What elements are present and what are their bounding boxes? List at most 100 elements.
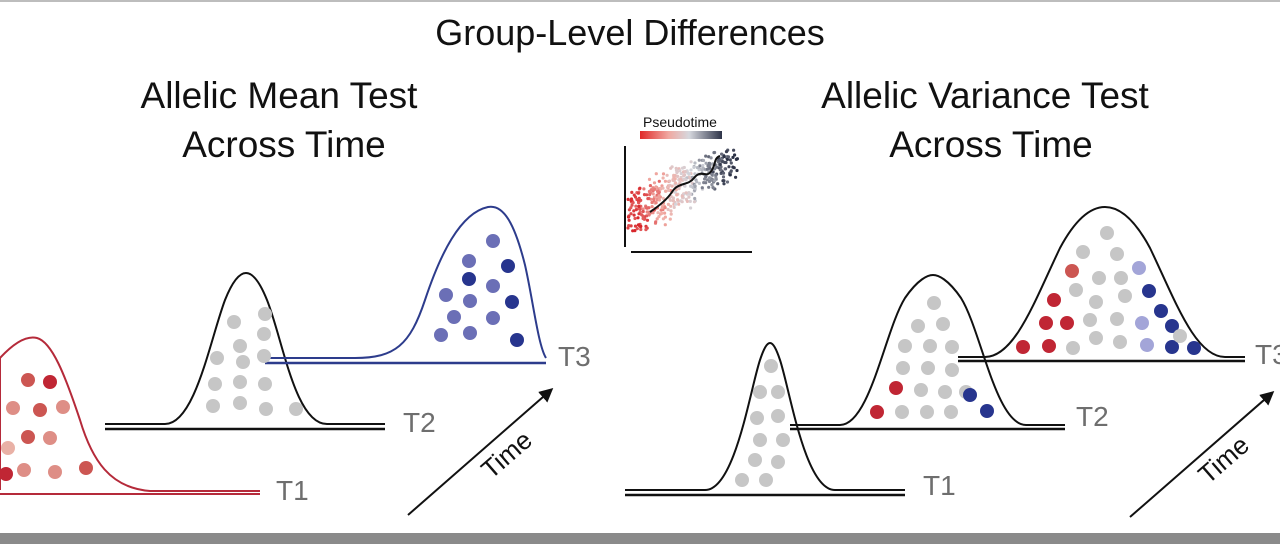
inset-cell bbox=[735, 168, 739, 173]
inset-cell bbox=[704, 154, 708, 158]
inset-cell bbox=[638, 186, 642, 190]
inset-cell bbox=[682, 165, 686, 170]
right-t2-dot bbox=[923, 339, 937, 353]
right-time-label: Time bbox=[1192, 430, 1255, 490]
inset-cell bbox=[684, 191, 688, 195]
right-t2-label: T2 bbox=[1076, 401, 1109, 432]
inset-cell bbox=[669, 212, 673, 216]
left-t2-dot bbox=[233, 396, 247, 410]
left-t3-dot bbox=[486, 234, 500, 248]
left-t2-dot bbox=[257, 327, 271, 341]
inset-cell bbox=[644, 228, 648, 232]
inset-cell bbox=[663, 211, 667, 215]
inset-cell bbox=[663, 206, 667, 210]
left-t2-dot bbox=[258, 377, 272, 391]
inset-cell bbox=[721, 171, 726, 175]
right-t2-dot bbox=[898, 339, 912, 353]
inset-cell bbox=[647, 177, 652, 181]
inset-cell bbox=[632, 213, 636, 217]
inset-cell bbox=[672, 205, 676, 209]
left-t1-dot bbox=[33, 403, 47, 417]
inset-cell bbox=[642, 193, 647, 197]
inset-cell bbox=[701, 163, 705, 168]
right-t2-dot bbox=[963, 388, 977, 402]
inset-cell bbox=[728, 173, 732, 177]
right-t3-dot bbox=[1042, 339, 1056, 353]
inset-cell bbox=[718, 162, 722, 166]
inset-cell bbox=[653, 187, 657, 191]
inset-cell bbox=[626, 226, 630, 230]
inset-cell bbox=[677, 202, 681, 206]
left-panel-title-line2: Across Time bbox=[182, 124, 386, 165]
inset-cell bbox=[697, 181, 702, 185]
inset-cell bbox=[632, 209, 636, 213]
inset-cell bbox=[629, 212, 633, 216]
left-t3-dot bbox=[463, 294, 477, 308]
inset-cell bbox=[676, 198, 680, 202]
inset-cell bbox=[700, 168, 704, 172]
inset-cell bbox=[698, 164, 702, 168]
inset-cell bbox=[725, 180, 730, 184]
right-panel: T1 T2 T3 Time bbox=[625, 205, 1280, 518]
inset-cell bbox=[678, 169, 682, 173]
left-t2-dot bbox=[210, 351, 224, 365]
inset-cell bbox=[705, 178, 709, 182]
left-t1-dot bbox=[56, 400, 70, 414]
left-t3-dot bbox=[486, 279, 500, 293]
inset-cell bbox=[669, 204, 673, 208]
inset-cell bbox=[627, 218, 631, 222]
inset-cell bbox=[650, 200, 654, 205]
inset-cell bbox=[692, 165, 696, 169]
inset-cell bbox=[714, 176, 718, 180]
left-t3-label: T3 bbox=[558, 341, 591, 372]
inset-cell bbox=[656, 211, 660, 215]
inset-cell bbox=[651, 211, 655, 215]
left-t1-dot bbox=[79, 461, 93, 475]
right-t1-dot bbox=[771, 455, 785, 469]
right-t2-dot bbox=[914, 383, 928, 397]
inset-cell bbox=[697, 158, 701, 162]
right-t2-dot bbox=[920, 405, 934, 419]
left-t2-dot bbox=[257, 349, 271, 363]
right-t1-dot bbox=[753, 385, 767, 399]
inset-cell bbox=[723, 167, 727, 171]
right-t3-curve bbox=[958, 205, 1245, 358]
right-t2-dot bbox=[911, 319, 925, 333]
inset-cell bbox=[703, 177, 707, 181]
left-t2-dot bbox=[258, 307, 272, 321]
inset-cell bbox=[657, 198, 662, 202]
inset-cell bbox=[666, 207, 670, 212]
left-t1-dot bbox=[43, 431, 57, 445]
left-panel: T1 T2 T3 Time bbox=[0, 205, 591, 516]
inset-cell bbox=[634, 208, 638, 212]
inset-cell bbox=[666, 202, 671, 206]
left-t1-dot bbox=[1, 441, 15, 455]
inset-cell bbox=[647, 206, 651, 210]
inset-cell bbox=[650, 205, 654, 209]
inset-cell bbox=[719, 165, 723, 169]
inset-cell bbox=[665, 185, 670, 189]
inset-cell bbox=[659, 186, 663, 191]
right-t2-dot bbox=[896, 361, 910, 375]
pseudotime-colorbar-label: Pseudotime bbox=[643, 114, 717, 130]
inset-cell bbox=[693, 187, 697, 191]
right-t2-curve bbox=[790, 273, 1065, 426]
inset-cell bbox=[652, 181, 657, 185]
right-t3-dot bbox=[1132, 261, 1146, 275]
inset-cell bbox=[725, 157, 730, 161]
figure-title: Group-Level Differences bbox=[435, 12, 825, 53]
left-t1-label: T1 bbox=[276, 475, 309, 506]
inset-cell bbox=[652, 197, 656, 201]
right-t2-dot bbox=[944, 405, 958, 419]
inset-cell bbox=[629, 206, 633, 210]
left-t3-dot bbox=[462, 272, 476, 286]
right-t3-dot bbox=[1165, 340, 1179, 354]
inset-cell bbox=[669, 209, 673, 213]
left-t1-dot bbox=[21, 373, 35, 387]
left-t1-dot bbox=[0, 467, 13, 481]
right-t1-dot bbox=[771, 385, 785, 399]
inset-cell bbox=[721, 159, 725, 164]
inset-cell bbox=[676, 174, 680, 178]
left-t2-label: T2 bbox=[403, 407, 436, 438]
right-t3-dot bbox=[1135, 316, 1149, 330]
